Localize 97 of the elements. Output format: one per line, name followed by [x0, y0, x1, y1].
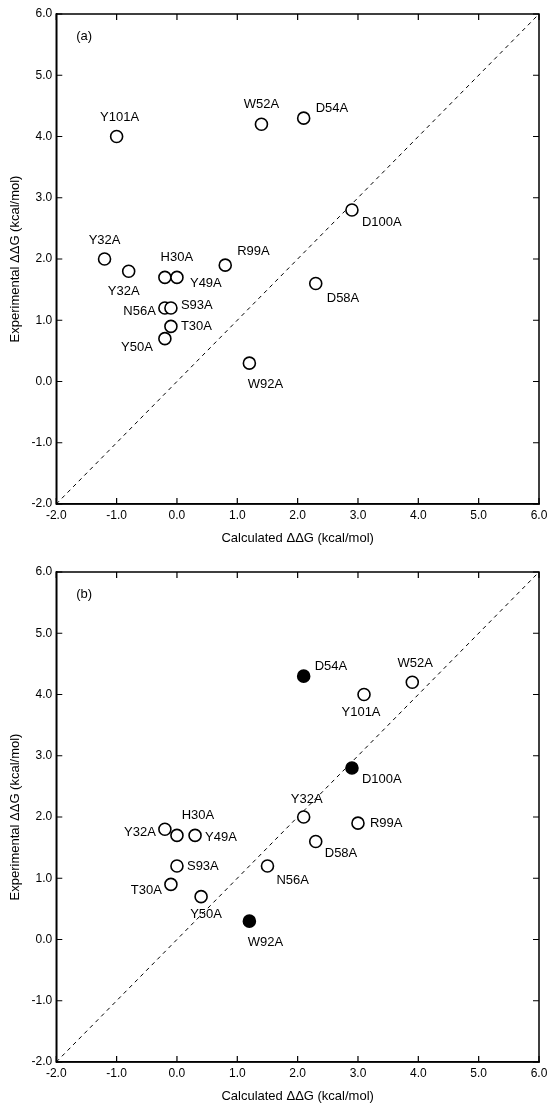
x-tick-label: 4.0	[409, 1065, 427, 1080]
x-tick-label: 1.0	[228, 1065, 246, 1080]
x-tick-label: 3.0	[349, 1065, 367, 1080]
point	[164, 877, 178, 892]
annotation: D100A	[361, 213, 403, 229]
point	[357, 687, 371, 702]
annotation: Y32A	[124, 823, 157, 839]
x-tick-label: 0.0	[168, 1065, 186, 1080]
y-axis-title: Experimental ΔΔG (kcal/mol)	[7, 733, 23, 901]
y-tick-label: 5.0	[35, 67, 53, 82]
y-tick-label: 1.0	[35, 312, 53, 327]
annotation: W52A	[243, 95, 280, 111]
point	[345, 203, 359, 217]
point	[194, 889, 208, 904]
x-axis-title: Calculated ΔΔG (kcal/mol)	[221, 1087, 374, 1103]
x-tick-label: 3.0	[349, 507, 367, 522]
annotation: Y49A	[189, 274, 223, 290]
annotation: D58A	[324, 845, 358, 861]
point	[109, 129, 124, 144]
x-tick-label: 2.0	[289, 507, 307, 522]
annotation: (b)	[76, 585, 93, 601]
point	[351, 816, 365, 830]
point	[158, 270, 172, 285]
y-tick-label: 3.0	[35, 748, 53, 763]
point	[296, 111, 311, 125]
annotation: R99A	[369, 814, 403, 830]
annotation: D100A	[361, 770, 403, 786]
point	[164, 319, 178, 334]
x-tick-label: 4.0	[409, 507, 427, 522]
point	[97, 252, 112, 266]
annotation: D58A	[326, 290, 360, 306]
y-tick-label: 1.0	[35, 870, 53, 885]
annotation: Y49A	[205, 828, 238, 844]
point	[405, 675, 420, 690]
x-axis-title: Calculated ΔΔG (kcal/mol)	[221, 529, 374, 545]
annotation: T30A	[180, 317, 213, 333]
point	[218, 258, 233, 272]
annotation: D54A	[315, 99, 349, 115]
annotation: (a)	[76, 27, 93, 43]
x-tick-label: -1.0	[106, 507, 128, 522]
y-tick-label: -1.0	[31, 993, 53, 1008]
point	[158, 331, 172, 346]
point	[170, 828, 184, 843]
annotation: Y32A	[88, 231, 121, 247]
annotation: T30A	[130, 881, 163, 897]
annotation: Y32A	[290, 790, 323, 806]
x-tick-label: 1.0	[228, 507, 246, 522]
x-tick-label: 5.0	[470, 507, 488, 522]
y-tick-label: 5.0	[35, 625, 53, 640]
point	[345, 761, 359, 775]
point	[121, 264, 136, 279]
point	[170, 859, 184, 873]
annotation: W92A	[247, 375, 284, 391]
point	[164, 301, 178, 315]
x-tick-label: 6.0	[530, 507, 548, 522]
point	[170, 270, 184, 285]
x-tick-label: 5.0	[470, 1065, 488, 1080]
y-tick-label: 2.0	[35, 251, 53, 266]
x-tick-label: 6.0	[530, 1065, 548, 1080]
x-tick-label: -1.0	[106, 1065, 128, 1080]
annotation: H30A	[181, 806, 215, 822]
point	[260, 859, 275, 873]
annotation: Y32A	[107, 282, 140, 298]
annotation: Y50A	[121, 339, 154, 355]
point	[308, 834, 323, 849]
annotation: W92A	[247, 933, 284, 949]
y-tick-label: 4.0	[35, 686, 53, 701]
annotation: S93A	[186, 857, 220, 873]
annotation: S93A	[180, 296, 214, 312]
y-tick-label: 6.0	[35, 564, 53, 579]
annotation: Y101A	[100, 109, 140, 125]
annotation: N56A	[276, 871, 310, 887]
x-tick-label: 0.0	[168, 507, 186, 522]
y-tick-label: 6.0	[35, 6, 53, 21]
point	[296, 810, 311, 824]
annotation: H30A	[160, 248, 194, 264]
annotation: R99A	[237, 242, 271, 258]
annotation: D54A	[314, 657, 348, 673]
x-tick-label: 2.0	[289, 1065, 307, 1080]
y-tick-label: -1.0	[31, 435, 53, 450]
point	[308, 276, 323, 291]
y-tick-label: 2.0	[35, 809, 53, 824]
point	[158, 822, 172, 837]
y-tick-label: 0.0	[35, 373, 53, 388]
y-tick-label: 4.0	[35, 128, 53, 143]
annotation: Y101A	[341, 704, 381, 720]
annotation: W52A	[397, 654, 434, 670]
y-tick-label: 0.0	[35, 931, 53, 946]
y-tick-label: 3.0	[35, 190, 53, 205]
y-axis-title: Experimental ΔΔG (kcal/mol)	[7, 175, 23, 343]
point	[188, 828, 202, 843]
point	[242, 914, 257, 928]
annotation: Y50A	[190, 906, 223, 922]
point	[254, 117, 269, 132]
point	[242, 356, 257, 370]
annotation: N56A	[123, 302, 157, 318]
point	[296, 669, 311, 683]
